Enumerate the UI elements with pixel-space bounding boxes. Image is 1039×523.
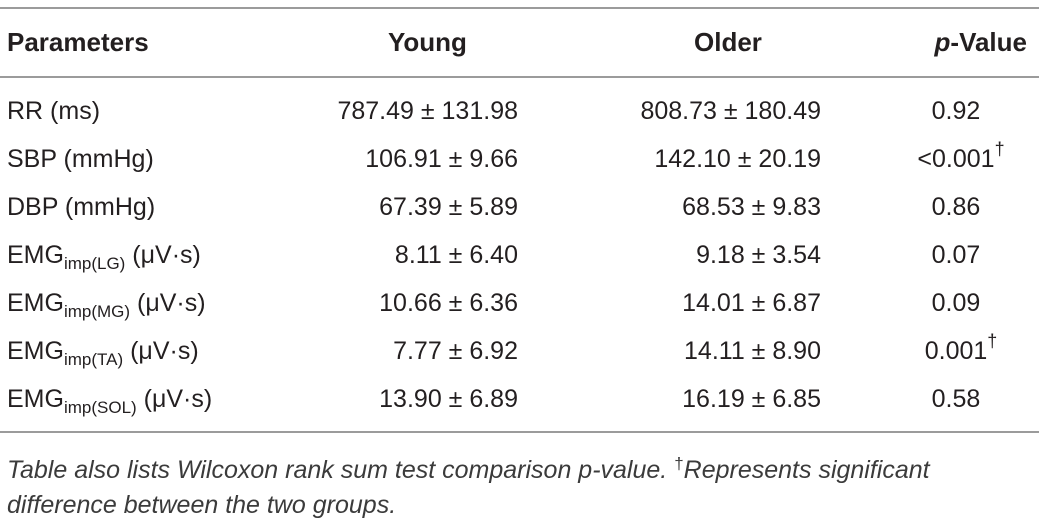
header-pvalue: p-Value <box>935 17 1027 67</box>
row-parameter-main: EMG <box>7 385 64 413</box>
row-older-value: 14.11 ± 8.90 <box>684 337 821 365</box>
row-parameter: DBP (mmHg) <box>7 185 155 238</box>
table-row: RR (ms) 787.49 ± 131.98 808.73 ± 180.49 … <box>0 89 1039 137</box>
row-parameter-text: DBP (mmHg) <box>7 193 156 221</box>
table-top-rule <box>0 7 1039 9</box>
row-pvalue: 0.09 <box>896 281 1016 325</box>
header-pvalue-p: p <box>934 27 951 57</box>
significance-dagger: † <box>994 139 1005 159</box>
table-bottom-rule <box>0 431 1039 433</box>
table-header-row: Parameters Young Older p-Value <box>0 17 1039 67</box>
caption-text-part2: Represents significant difference betwee… <box>7 456 930 519</box>
row-young-value: 7.77 ± 6.92 <box>393 337 518 365</box>
row-parameter: EMGimp(MG) (μV·s) <box>7 281 206 334</box>
row-young-value: 8.11 ± 6.40 <box>394 241 518 269</box>
row-pvalue: 0.92 <box>896 89 1016 133</box>
row-young-value: 787.49 ± 131.98 <box>337 97 518 125</box>
row-pvalue: <0.001 † <box>896 137 1016 181</box>
row-older-value: 9.18 ± 3.54 <box>696 241 821 269</box>
row-older-value: 16.19 ± 6.85 <box>682 385 821 413</box>
row-pvalue-text: 0.58 <box>931 385 981 413</box>
table-row: SBP (mmHg) 106.91 ± 9.66 142.10 ± 20.19 … <box>0 137 1039 185</box>
table-row: EMGimp(SOL) (μV·s) 13.90 ± 6.89 16.19 ± … <box>0 377 1039 425</box>
row-young-value: 13.90 ± 6.89 <box>379 385 518 413</box>
row-parameter-sub: imp(LG) <box>63 254 126 273</box>
row-parameter-sub: imp(SOL) <box>63 398 137 417</box>
table-body: RR (ms) 787.49 ± 131.98 808.73 ± 180.49 … <box>0 89 1039 425</box>
header-young: Young <box>388 27 467 57</box>
header-pvalue-suffix: -Value <box>950 27 1027 57</box>
row-pvalue-text: 0.86 <box>931 193 981 221</box>
row-older-value: 142.10 ± 20.19 <box>654 145 821 173</box>
row-parameter-main: EMG <box>7 337 64 365</box>
row-parameter: EMGimp(SOL) (μV·s) <box>7 377 212 430</box>
table-row: EMGimp(LG) (μV·s) 8.11 ± 6.40 9.18 ± 3.5… <box>0 233 1039 281</box>
row-young-value: 10.66 ± 6.36 <box>379 289 518 317</box>
row-parameter-unit: (μV·s) <box>136 385 213 413</box>
row-young-value: 67.39 ± 5.89 <box>379 193 518 221</box>
significance-dagger: † <box>987 331 998 351</box>
row-pvalue-text: <0.001 <box>917 145 995 173</box>
row-pvalue-text: 0.07 <box>931 241 981 269</box>
row-parameter-sub: imp(TA) <box>63 350 124 369</box>
row-older-value: 14.01 ± 6.87 <box>682 289 821 317</box>
table-row: EMGimp(TA) (μV·s) 7.77 ± 6.92 14.11 ± 8.… <box>0 329 1039 377</box>
row-parameter: EMGimp(TA) (μV·s) <box>7 329 199 382</box>
row-older-value: 808.73 ± 180.49 <box>640 97 821 125</box>
row-pvalue: 0.07 <box>896 233 1016 277</box>
row-parameter: EMGimp(LG) (μV·s) <box>7 233 201 286</box>
row-parameter: RR (ms) <box>7 89 100 142</box>
row-parameter-text: RR (ms) <box>7 97 101 125</box>
row-parameter-unit: (μV·s) <box>130 289 206 317</box>
row-pvalue-text: 0.001 <box>924 337 988 365</box>
row-pvalue-text: 0.09 <box>931 289 981 317</box>
row-young-value: 106.91 ± 9.66 <box>365 145 518 173</box>
row-pvalue: 0.86 <box>896 185 1016 229</box>
caption-text-part1: Table also lists Wilcoxon rank sum test … <box>7 456 675 484</box>
row-pvalue: 0.58 <box>896 377 1016 421</box>
row-parameter-main: EMG <box>7 241 64 269</box>
row-parameter-unit: (μV·s) <box>123 337 199 365</box>
header-parameters: Parameters <box>7 27 149 57</box>
table-caption: Table also lists Wilcoxon rank sum test … <box>7 446 1037 523</box>
table-header-rule <box>0 76 1039 78</box>
table-row: DBP (mmHg) 67.39 ± 5.89 68.53 ± 9.83 0.8… <box>0 185 1039 233</box>
row-parameter-text: SBP (mmHg) <box>7 145 154 173</box>
row-parameter-sub: imp(MG) <box>63 302 131 321</box>
caption-dagger: † <box>674 454 684 473</box>
row-pvalue-text: 0.92 <box>931 97 981 125</box>
row-pvalue: 0.001 † <box>896 329 1016 373</box>
table-row: EMGimp(MG) (μV·s) 10.66 ± 6.36 14.01 ± 6… <box>0 281 1039 329</box>
row-parameter-unit: (μV·s) <box>125 241 201 269</box>
row-older-value: 68.53 ± 9.83 <box>682 193 821 221</box>
header-older: Older <box>694 27 762 57</box>
row-parameter-main: EMG <box>7 289 64 317</box>
row-parameter: SBP (mmHg) <box>7 137 154 190</box>
